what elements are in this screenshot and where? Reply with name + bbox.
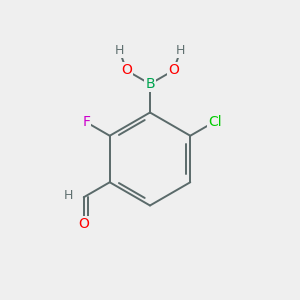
Text: B: B bbox=[145, 77, 155, 91]
Text: H: H bbox=[115, 44, 124, 57]
Text: O: O bbox=[78, 217, 89, 231]
Text: Cl: Cl bbox=[208, 115, 222, 128]
Text: H: H bbox=[176, 44, 185, 57]
Text: F: F bbox=[82, 115, 90, 129]
Text: O: O bbox=[121, 64, 132, 77]
Text: H: H bbox=[64, 189, 74, 202]
Text: O: O bbox=[168, 64, 179, 77]
